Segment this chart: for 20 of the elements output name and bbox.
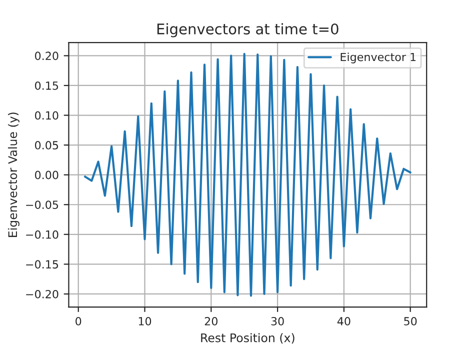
x-tick-label: 50	[404, 316, 417, 326]
y-tick-label: −0.20	[26, 290, 58, 298]
y-axis-title: Eigenvector Value (y)	[8, 112, 20, 237]
x-tick-label: 40	[337, 316, 350, 326]
y-tick-label: 0.10	[35, 111, 58, 120]
y-tick-label: 0.20	[35, 52, 58, 60]
chart-title: Eigenvectors at time t=0	[157, 23, 338, 38]
y-tick-label: 0.00	[35, 170, 58, 180]
x-tick-label: 10	[138, 316, 152, 326]
y-tick-label: −0.10	[26, 230, 58, 239]
x-tick-label: 30	[271, 316, 284, 326]
x-tick-label: 20	[204, 316, 218, 326]
y-tick-label: 0.05	[35, 141, 58, 150]
y-tick-label: 0.15	[35, 81, 58, 90]
x-axis-title: Rest Position (x)	[201, 333, 294, 344]
x-tick-label: 0	[76, 316, 82, 326]
line-series	[84, 52, 412, 297]
y-tick-label: −0.05	[26, 200, 58, 209]
legend-label: Eigenvector 1	[340, 52, 416, 64]
y-tick-label: −0.15	[26, 260, 58, 269]
